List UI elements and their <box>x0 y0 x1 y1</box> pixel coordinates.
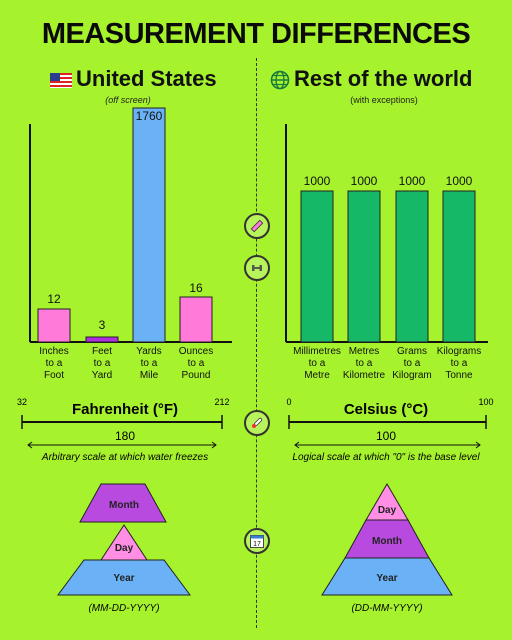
us-heading-text: United States <box>76 66 217 91</box>
us-bar-value-3: 16 <box>189 281 203 295</box>
fahrenheit-max-label: 212 <box>214 397 229 407</box>
world-date-format: (DD-MM-YYYY) <box>351 603 422 614</box>
fahrenheit-note: Arbitrary scale at which water freezes <box>41 452 208 463</box>
us-category-label-2-0: Yards <box>136 346 161 357</box>
world-category-label-0-0: Millimetres <box>293 346 341 357</box>
world-category-label-1-1: to a <box>356 358 373 369</box>
us-category-label-3-2: Pound <box>182 370 211 381</box>
us-category-label-1-2: Yard <box>92 370 112 381</box>
world-day-label: Day <box>378 505 397 516</box>
ruler-icon <box>244 213 270 239</box>
us-date-format: (MM-DD-YYYY) <box>88 603 159 614</box>
us-month-label: Month <box>109 500 139 511</box>
us-category-label-0-0: Inches <box>39 346 68 357</box>
globe-icon <box>270 70 290 90</box>
world-bar-value-1: 1000 <box>351 174 378 188</box>
celsius-span: 100 <box>376 429 396 443</box>
world-bar-value-0: 1000 <box>304 174 331 188</box>
us-temperature-scale: 32 212 Fahrenheit (°F) 180 Arbitrary sca… <box>17 397 230 463</box>
us-bar-value-1: 3 <box>99 318 106 332</box>
fahrenheit-span: 180 <box>115 429 135 443</box>
calendar-day: 17 <box>253 541 261 548</box>
world-year-block <box>321 557 453 596</box>
us-bar-3 <box>179 296 213 343</box>
world-category-label-1-2: Kilometre <box>343 370 386 381</box>
us-month-block <box>79 483 167 523</box>
world-bar-3 <box>442 190 476 343</box>
us-category-label-2-2: Mile <box>140 370 159 381</box>
us-year-block <box>57 559 191 596</box>
celsius-max-label: 100 <box>478 397 493 407</box>
world-year-label: Year <box>376 573 397 584</box>
celsius-scale-name: Celsius (°C) <box>344 401 428 418</box>
us-subtitle: (off screen) <box>105 95 151 105</box>
us-day-label: Day <box>115 543 134 554</box>
us-category-label-1-1: to a <box>94 358 111 369</box>
world-category-label-3-0: Kilograms <box>437 346 481 357</box>
world-bar-value-3: 1000 <box>446 174 473 188</box>
celsius-note: Logical scale at which "0" is the base l… <box>292 452 480 463</box>
us-category-label-3-1: to a <box>188 358 205 369</box>
celsius-min-label: 0 <box>286 397 291 407</box>
us-bar-2 <box>132 107 166 343</box>
us-date-diagram: Month Day Year (MM-DD-YYYY) <box>57 483 191 614</box>
world-bar-0 <box>300 190 334 343</box>
world-category-label-2-2: Kilogram <box>392 370 431 381</box>
world-category-label-0-1: to a <box>309 358 326 369</box>
world-bar-value-2: 1000 <box>399 174 426 188</box>
us-bar-value-2: 1760 <box>136 109 163 123</box>
world-category-label-1-0: Metres <box>349 346 380 357</box>
us-category-label-2-1: to a <box>141 358 158 369</box>
us-bar-1 <box>85 336 119 343</box>
us-category-label-1-0: Feet <box>92 346 112 357</box>
fahrenheit-scale-name: Fahrenheit (°F) <box>72 401 178 418</box>
thermometer-icon <box>244 410 270 436</box>
us-category-label-0-1: to a <box>46 358 63 369</box>
center-divider <box>256 58 257 628</box>
world-category-label-2-1: to a <box>404 358 421 369</box>
us-flag-icon <box>50 72 72 88</box>
world-category-label-0-2: Metre <box>304 370 330 381</box>
world-heading: Rest of the world <box>270 66 472 92</box>
world-category-label-3-1: to a <box>451 358 468 369</box>
world-category-label-3-2: Tonne <box>445 370 473 381</box>
us-category-label-0-2: Foot <box>44 370 64 381</box>
us-year-label: Year <box>113 573 134 584</box>
fahrenheit-min-label: 32 <box>17 397 27 407</box>
world-subtitle: (with exceptions) <box>350 95 418 105</box>
world-date-diagram: Day Month Year (DD-MM-YYYY) <box>321 483 453 614</box>
world-heading-text: Rest of the world <box>294 66 473 91</box>
us-bar-value-0: 12 <box>47 292 61 306</box>
weight-icon <box>244 255 270 281</box>
world-bar-2 <box>395 190 429 343</box>
world-bar-1 <box>347 190 381 343</box>
us-category-label-3-0: Ounces <box>179 346 213 357</box>
page-title: MEASUREMENT DIFFERENCES <box>41 18 471 50</box>
world-temperature-scale: 0 100 Celsius (°C) 100 Logical scale at … <box>286 397 493 463</box>
us-bar-0 <box>37 308 71 343</box>
calendar-icon: 17 <box>244 528 270 554</box>
world-category-label-2-0: Grams <box>397 346 427 357</box>
us-heading: United States <box>50 66 217 92</box>
world-month-label: Month <box>372 536 402 547</box>
